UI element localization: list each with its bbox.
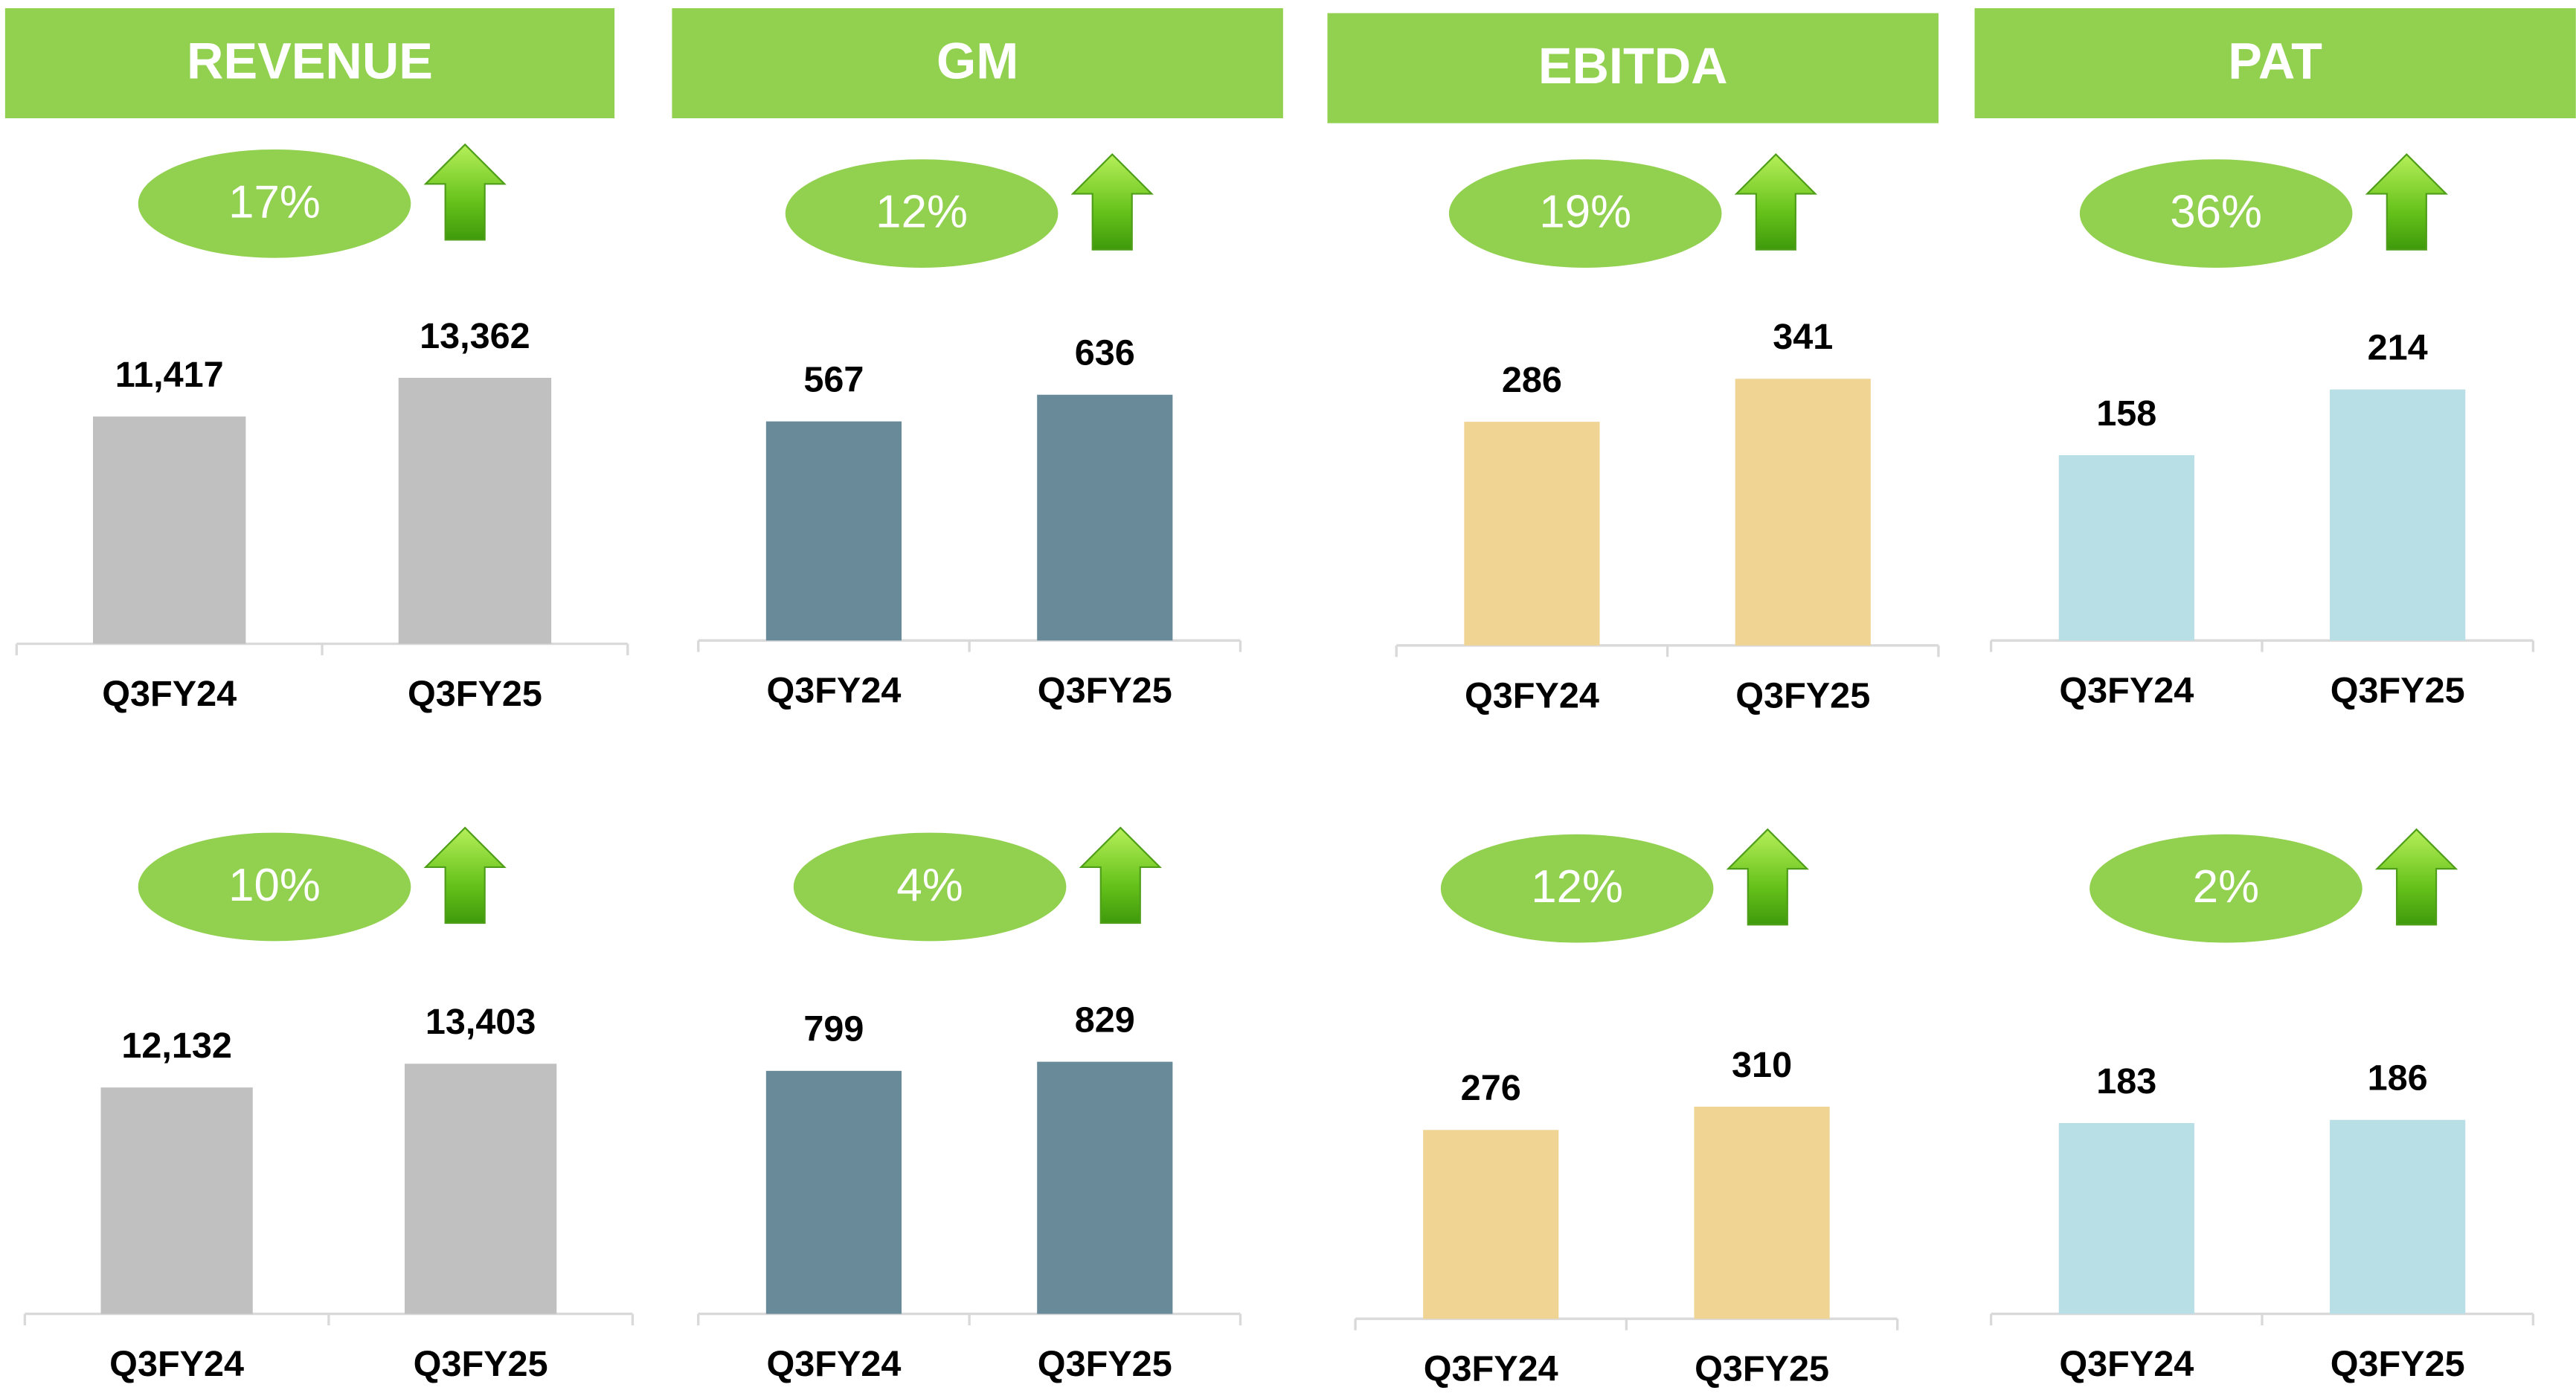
up-arrow [423, 143, 507, 241]
growth-label: 17% [228, 176, 321, 228]
value-label: 11,417 [115, 355, 224, 395]
value-label: 158 [2096, 393, 2156, 434]
up-arrow [1079, 826, 1162, 924]
bar [93, 416, 246, 644]
value-label: 286 [1502, 360, 1562, 400]
x-tick-label: Q3FY25 [1038, 671, 1172, 711]
value-label: 12,132 [121, 1026, 232, 1066]
value-label: 636 [1075, 333, 1135, 373]
bar [765, 421, 902, 641]
x-tick-label: Q3FY24 [109, 1344, 244, 1384]
growth-badge [138, 149, 411, 258]
x-tick-label: Q3FY24 [102, 674, 237, 714]
bar [100, 1087, 253, 1314]
up-arrow [1734, 153, 1818, 251]
growth-badge [785, 159, 1059, 268]
up-arrow [423, 826, 507, 924]
bar [1037, 394, 1173, 641]
bar [765, 1070, 902, 1314]
bar [2330, 389, 2466, 641]
value-label: 829 [1075, 1000, 1135, 1040]
growth-badge [1440, 834, 1714, 943]
value-label: 214 [2368, 327, 2428, 367]
header-title: GM [937, 32, 1018, 89]
header-title: REVENUE [187, 32, 433, 89]
growth-label: 12% [1531, 861, 1623, 913]
value-label: 183 [2096, 1061, 2156, 1101]
value-label: 310 [1732, 1045, 1792, 1085]
x-tick-label: Q3FY25 [2331, 671, 2465, 711]
value-label: 186 [2368, 1058, 2428, 1099]
bar [405, 1064, 557, 1314]
x-tick-label: Q3FY25 [408, 674, 542, 714]
bar [2058, 1123, 2194, 1314]
x-tick-label: Q3FY25 [1038, 1344, 1172, 1384]
value-label: 276 [1461, 1068, 1521, 1108]
header-box [1327, 13, 1939, 123]
up-arrow [1070, 153, 1154, 251]
value-label: 341 [1773, 317, 1833, 357]
growth-badge [2079, 159, 2353, 268]
growth-label: 12% [876, 187, 968, 238]
growth-badge [2090, 834, 2363, 943]
x-tick-label: Q3FY24 [1424, 1349, 1558, 1389]
header-box [4, 8, 615, 118]
x-tick-label: Q3FY25 [1695, 1349, 1829, 1389]
value-label: 567 [803, 359, 864, 399]
growth-label: 10% [228, 860, 321, 911]
growth-label: 4% [896, 860, 963, 911]
x-tick-label: Q3FY24 [2059, 671, 2194, 711]
x-tick-label: Q3FY24 [2059, 1344, 2194, 1384]
x-tick-label: Q3FY25 [2331, 1344, 2465, 1384]
bar [398, 377, 552, 644]
header-title: EBITDA [1538, 37, 1728, 94]
x-tick-label: Q3FY24 [1465, 675, 1599, 715]
header-box [672, 8, 1283, 118]
growth-label: 2% [2193, 861, 2259, 913]
x-tick-label: Q3FY24 [766, 1344, 901, 1384]
bar [1694, 1106, 1830, 1319]
growth-badge [1448, 159, 1722, 268]
header-box [1974, 8, 2576, 118]
bar [1464, 422, 1600, 646]
header-title: PAT [2228, 32, 2322, 89]
bar [2330, 1119, 2466, 1314]
up-arrow [2365, 153, 2448, 251]
x-tick-label: Q3FY24 [766, 671, 901, 711]
bar [1735, 379, 1871, 646]
up-arrow [1726, 828, 1809, 926]
up-arrow [2374, 828, 2458, 926]
bar [2058, 454, 2194, 641]
bar [1423, 1130, 1559, 1319]
x-tick-label: Q3FY25 [414, 1344, 548, 1384]
value-label: 13,403 [425, 1002, 536, 1042]
bar [1037, 1061, 1173, 1314]
growth-badge [138, 832, 411, 942]
value-label: 799 [803, 1009, 864, 1049]
growth-label: 36% [2170, 187, 2262, 238]
x-tick-label: Q3FY25 [1735, 675, 1870, 715]
value-label: 13,362 [420, 316, 530, 356]
growth-badge [793, 832, 1067, 942]
growth-label: 19% [1539, 187, 1631, 238]
